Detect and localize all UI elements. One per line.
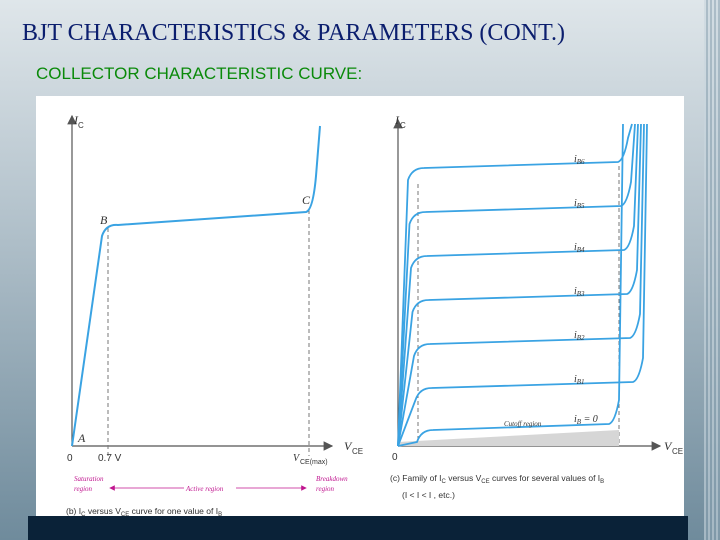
point-b-label: B [100,213,108,227]
right-x-label: V [664,439,673,453]
ic-curve-4 [397,123,642,447]
left-ic-curve [71,125,321,447]
saturation-region-l2: region [74,485,93,493]
slide-subtitle: COLLECTOR CHARACTERISTIC CURVE: [36,64,363,83]
curve-label-b4: iB4 [574,242,585,254]
ic-curve-1 [397,123,633,447]
right-y-sub: C [400,121,406,130]
left-y-label: I [73,113,79,127]
left-y-sub: C [78,121,84,130]
curve-label-b1: iB1 [574,374,585,386]
ib-zero-label: iB = 0 [574,414,598,426]
left-caption: (b) IC versus VCE curve for one value of… [66,506,222,516]
cutoff-region-shade [398,430,619,446]
right-curve-labels: iB6 iB5 iB4 iB3 iB2 iB1 [574,154,585,386]
active-label-bg [184,483,236,493]
right-caption-line2: (I < I < I , etc.) [402,490,455,500]
vce-max-sub: CE(max) [300,459,328,466]
bottom-band [28,516,688,540]
curve-label-b6: iB6 [574,154,585,166]
left-origin-label: 0 [67,453,73,464]
ic-curve-7 [397,123,624,447]
curve-label-b3: iB3 [574,286,585,298]
left-x-sub: CE [352,447,363,456]
decorative-stripe [704,0,720,540]
cutoff-region-label: Cutoff region [504,420,542,428]
breakdown-region-l2: region [316,485,335,493]
curve-label-b2: iB2 [574,330,585,342]
right-origin-label: 0 [392,452,398,463]
active-region-label: Active region [185,485,224,493]
saturation-region-l1: Saturation [74,475,104,483]
ic-curve-3 [397,123,639,447]
vce-max-label: V [293,453,301,464]
slide-title: BJT CHARACTERISTICS & PARAMETERS (CONT.) [22,20,565,46]
right-curve-family [397,123,648,447]
point-c-label: C [302,193,311,207]
ic-curve-5 [397,123,645,447]
right-y-label: I [394,113,400,127]
ic-curve-6 [397,123,648,447]
ic-curve-2 [397,123,636,447]
point-a-label: A [77,431,86,445]
left-x-label: V [344,439,353,453]
figure-svg: I C A B C 0 0.7 V V CE(max) V CE Saturat… [66,113,683,518]
right-x-sub: CE [672,447,683,456]
curve-label-b5: iB5 [574,198,585,210]
right-caption-line1: (c) Family of IC versus VCE curves for s… [390,473,604,485]
vsat-label: 0.7 V [98,453,122,464]
breakdown-region-l1: Breakdown [316,475,348,483]
characteristic-figure: I C A B C 0 0.7 V V CE(max) V CE Saturat… [36,96,684,518]
